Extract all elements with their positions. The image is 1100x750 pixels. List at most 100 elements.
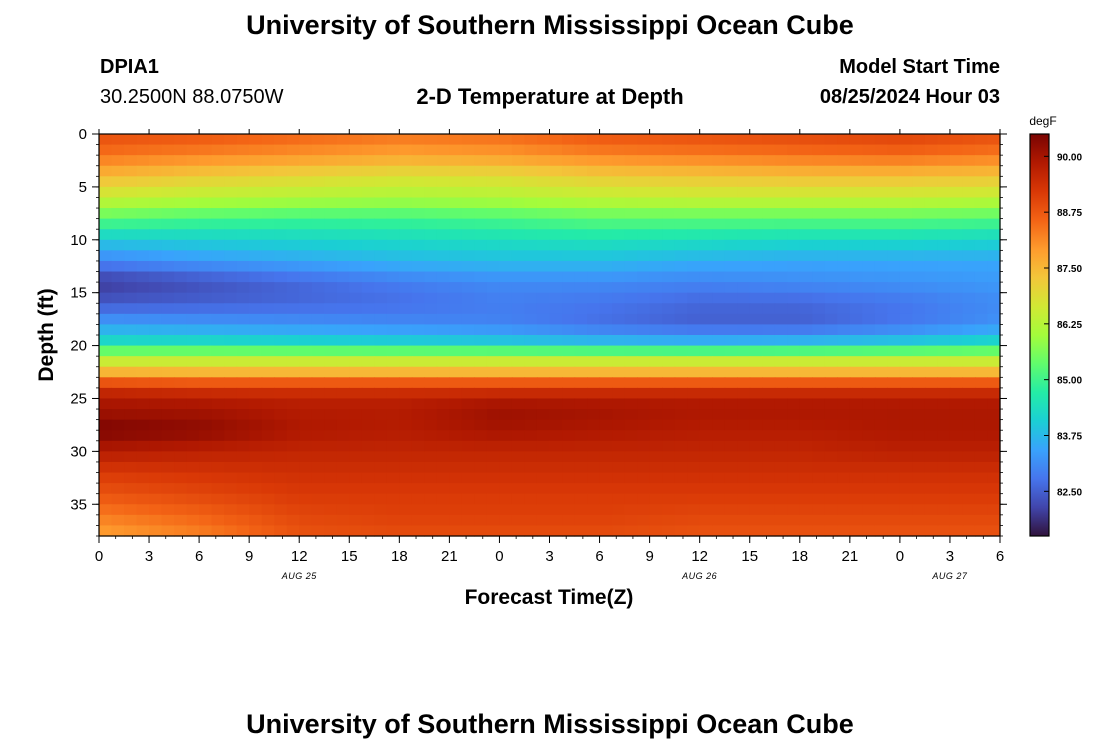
heatmap-cell [461, 271, 476, 283]
heatmap-cell [149, 208, 163, 220]
heatmap-cell [812, 144, 826, 156]
heatmap-cell [612, 176, 626, 188]
heatmap-cell [762, 208, 776, 220]
heatmap-cell [186, 250, 200, 262]
heatmap-cell [436, 440, 450, 452]
heatmap-cell [174, 366, 188, 378]
heatmap-cell [874, 197, 888, 209]
heatmap-cell [637, 144, 651, 156]
heatmap-cell [286, 176, 300, 188]
colorbar-tick-label: 87.50 [1057, 264, 1082, 275]
heatmap-cell [449, 250, 463, 262]
x-tick-label: 18 [391, 548, 408, 565]
heatmap-cell [361, 461, 375, 474]
heatmap-cell [787, 483, 801, 495]
heatmap-cell [186, 155, 200, 167]
heatmap-cell [874, 398, 888, 410]
heatmap-cell [974, 483, 989, 495]
heatmap-cell [749, 461, 763, 474]
heatmap-cell [949, 218, 964, 230]
heatmap-cell [737, 250, 751, 262]
heatmap-cell [199, 483, 213, 495]
heatmap-cell [649, 366, 663, 378]
heatmap-cell [762, 451, 776, 463]
heatmap-cell [624, 345, 638, 357]
heatmap-cell [224, 504, 238, 516]
heatmap-cell [749, 271, 763, 283]
heatmap-cell [637, 292, 651, 304]
heatmap-cell [386, 419, 400, 431]
heatmap-cell [349, 165, 363, 177]
heatmap-cell [511, 250, 526, 262]
heatmap-cell [949, 461, 964, 474]
heatmap-cell [461, 493, 476, 505]
heatmap-cell [399, 292, 413, 304]
heatmap-cell [199, 197, 213, 209]
heatmap-cell [199, 260, 213, 273]
heatmap-cell [799, 186, 813, 199]
heatmap-cell [974, 430, 989, 442]
heatmap-cell [399, 144, 413, 156]
heatmap-cell [849, 409, 863, 421]
heatmap-cell [962, 165, 976, 177]
heatmap-cell [612, 504, 626, 516]
heatmap-cell [924, 483, 939, 495]
heatmap-cell [699, 197, 713, 209]
heatmap-cell [286, 155, 300, 167]
heatmap-cell [211, 366, 225, 378]
heatmap-cell [511, 377, 526, 389]
heatmap-cell [161, 493, 175, 505]
heatmap-cell [837, 398, 851, 410]
heatmap-cell [249, 229, 263, 241]
heatmap-cell [399, 271, 413, 283]
heatmap-cell [336, 451, 350, 463]
heatmap-cell [949, 409, 964, 421]
heatmap-cell [261, 356, 275, 368]
heatmap-cell [161, 345, 175, 357]
heatmap-cell [962, 356, 976, 368]
heatmap-cell [874, 419, 888, 431]
heatmap-cell [499, 461, 513, 474]
heatmap-cell [536, 144, 551, 156]
heatmap-cell [812, 345, 826, 357]
heatmap-cell [186, 345, 200, 357]
heatmap-cell [536, 419, 551, 431]
heatmap-cell [674, 186, 688, 199]
chart-heading: 2-D Temperature at Depth [416, 84, 684, 109]
heatmap-cell [662, 335, 676, 347]
heatmap-cell [737, 419, 751, 431]
heatmap-cell [824, 387, 838, 400]
heatmap-cell [649, 398, 663, 410]
heatmap-cell [837, 483, 851, 495]
heatmap-cell [374, 303, 388, 315]
heatmap-cell [99, 483, 113, 495]
heatmap-cell [486, 218, 501, 230]
heatmap-cell [862, 303, 876, 315]
heatmap-cell [161, 356, 175, 368]
heatmap-cell [149, 387, 163, 400]
heatmap-cell [499, 176, 513, 188]
heatmap-cell [511, 409, 526, 421]
heatmap-cell [687, 356, 701, 368]
heatmap-cell [724, 430, 738, 442]
heatmap-cell [862, 218, 876, 230]
heatmap-cell [499, 472, 513, 484]
heatmap-cell [624, 271, 638, 283]
heatmap-cell [799, 208, 813, 220]
heatmap-cell [261, 155, 275, 167]
heatmap-cell [987, 134, 1001, 146]
heatmap-cell [499, 430, 513, 442]
heatmap-cell [461, 282, 476, 294]
heatmap-cell [99, 250, 113, 262]
heatmap-cell [749, 155, 763, 167]
heatmap-cell [211, 282, 225, 294]
heatmap-cell [511, 208, 526, 220]
heatmap-cell [824, 514, 838, 527]
heatmap-cell [724, 409, 738, 421]
heatmap-cell [224, 472, 238, 484]
heatmap-cell [186, 186, 200, 199]
heatmap-cell [912, 504, 926, 516]
heatmap-cell [712, 155, 726, 167]
heatmap-cell [499, 514, 513, 527]
heatmap-cell [286, 239, 300, 251]
